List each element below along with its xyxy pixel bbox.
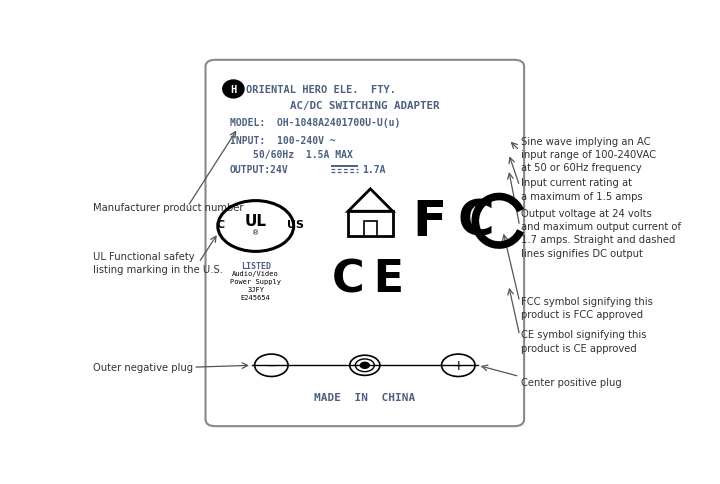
Text: Center positive plug: Center positive plug	[521, 378, 621, 387]
Text: ®: ®	[252, 230, 259, 236]
Text: C: C	[457, 197, 494, 245]
Text: H: H	[230, 85, 237, 95]
Text: Audio/Video
Power Supply
3JFY
E245654: Audio/Video Power Supply 3JFY E245654	[230, 271, 282, 301]
Circle shape	[360, 363, 369, 368]
FancyBboxPatch shape	[348, 212, 392, 236]
Text: Output voltage at 24 volts
and maximum output current of
1.7 amps. Straight and : Output voltage at 24 volts and maximum o…	[521, 209, 681, 258]
Text: AC/DC SWITCHING ADAPTER: AC/DC SWITCHING ADAPTER	[290, 101, 440, 111]
Text: MADE  IN  CHINA: MADE IN CHINA	[314, 392, 415, 402]
Text: C E: C E	[331, 258, 404, 301]
Text: INPUT:  100-240V ~: INPUT: 100-240V ~	[230, 136, 336, 145]
Text: −: −	[266, 358, 277, 372]
Ellipse shape	[222, 81, 244, 99]
FancyBboxPatch shape	[205, 60, 524, 426]
Text: +: +	[452, 358, 464, 372]
Text: Sine wave implying an AC
input range of 100-240VAC
at 50 or 60Hz frequency: Sine wave implying an AC input range of …	[521, 137, 656, 173]
Text: Input current rating at
a maximum of 1.5 amps: Input current rating at a maximum of 1.5…	[521, 178, 642, 201]
Text: 50/60Hz  1.5A MAX: 50/60Hz 1.5A MAX	[253, 149, 354, 159]
Text: LISTED: LISTED	[240, 262, 271, 271]
Text: C: C	[217, 220, 225, 229]
Text: OUTPUT:24V: OUTPUT:24V	[230, 165, 288, 175]
Text: UL Functional safety
listing marking in the U.S.: UL Functional safety listing marking in …	[93, 252, 222, 274]
Text: Outer negative plug: Outer negative plug	[93, 363, 193, 372]
Text: F: F	[413, 197, 447, 245]
Text: FCC symbol signifying this
product is FCC approved: FCC symbol signifying this product is FC…	[521, 296, 652, 319]
FancyBboxPatch shape	[364, 222, 377, 236]
Text: US: US	[287, 220, 305, 229]
Text: 1.7A: 1.7A	[362, 165, 386, 175]
Text: Manufacturer product number: Manufacturer product number	[93, 202, 243, 212]
Text: MODEL:  OH-1048A2401700U-U(u): MODEL: OH-1048A2401700U-U(u)	[230, 118, 400, 128]
Text: UL: UL	[245, 213, 266, 228]
Text: CE symbol signifying this
product is CE approved: CE symbol signifying this product is CE …	[521, 330, 647, 353]
Text: ORIENTAL HERO ELE.  FTY.: ORIENTAL HERO ELE. FTY.	[246, 85, 396, 95]
